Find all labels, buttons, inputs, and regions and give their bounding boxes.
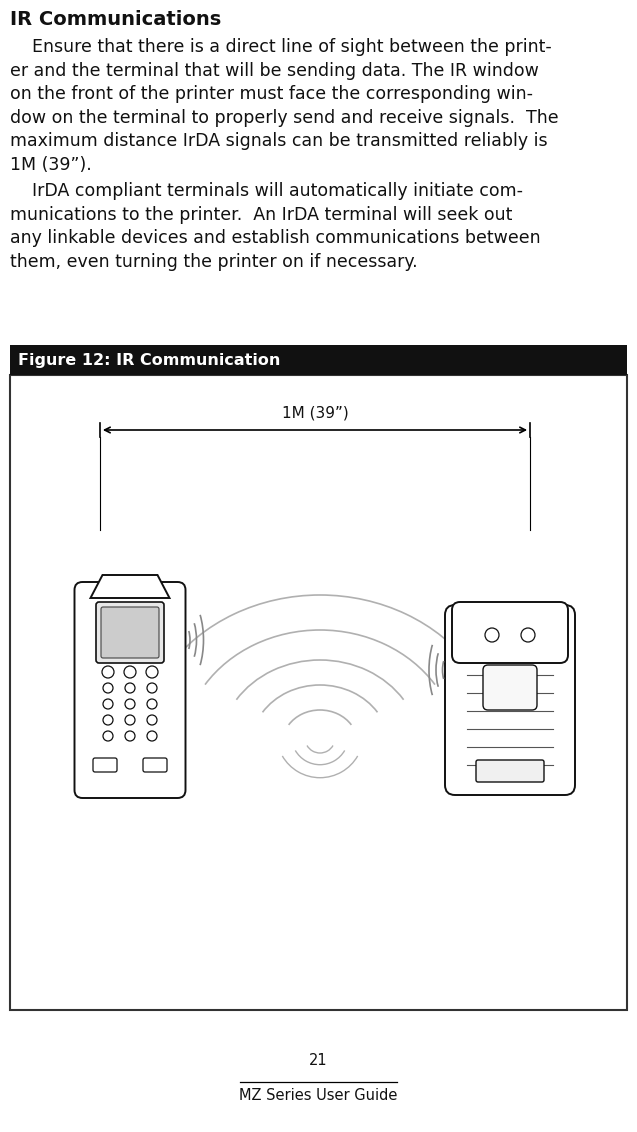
Circle shape (103, 683, 113, 693)
Polygon shape (90, 575, 169, 598)
FancyBboxPatch shape (93, 758, 117, 772)
Text: 1M (39”): 1M (39”) (282, 405, 348, 420)
Circle shape (125, 683, 135, 693)
Circle shape (147, 698, 157, 709)
FancyBboxPatch shape (483, 664, 537, 710)
Circle shape (125, 731, 135, 741)
FancyBboxPatch shape (476, 760, 544, 782)
Text: Figure 12: IR Communication: Figure 12: IR Communication (18, 352, 280, 368)
FancyBboxPatch shape (143, 758, 167, 772)
FancyBboxPatch shape (96, 602, 164, 663)
Circle shape (147, 715, 157, 724)
FancyBboxPatch shape (452, 602, 568, 663)
Circle shape (125, 698, 135, 709)
Text: 21: 21 (309, 1053, 328, 1067)
Bar (10, 375, 627, 1010)
Circle shape (103, 698, 113, 709)
Circle shape (521, 628, 535, 642)
Circle shape (103, 731, 113, 741)
Circle shape (485, 628, 499, 642)
FancyBboxPatch shape (445, 604, 575, 795)
Text: Ensure that there is a direct line of sight between the print-
er and the termin: Ensure that there is a direct line of si… (10, 38, 559, 174)
Circle shape (146, 666, 158, 678)
FancyBboxPatch shape (75, 582, 185, 798)
Circle shape (124, 666, 136, 678)
Circle shape (147, 731, 157, 741)
Text: MZ Series User Guide: MZ Series User Guide (240, 1088, 397, 1103)
Bar (10, 345, 627, 375)
Circle shape (102, 666, 114, 678)
Text: IR Communications: IR Communications (10, 10, 221, 29)
Text: IrDA compliant terminals will automatically initiate com-
munications to the pri: IrDA compliant terminals will automatica… (10, 182, 541, 271)
Circle shape (147, 683, 157, 693)
Circle shape (103, 715, 113, 724)
FancyBboxPatch shape (101, 607, 159, 658)
Circle shape (125, 715, 135, 724)
